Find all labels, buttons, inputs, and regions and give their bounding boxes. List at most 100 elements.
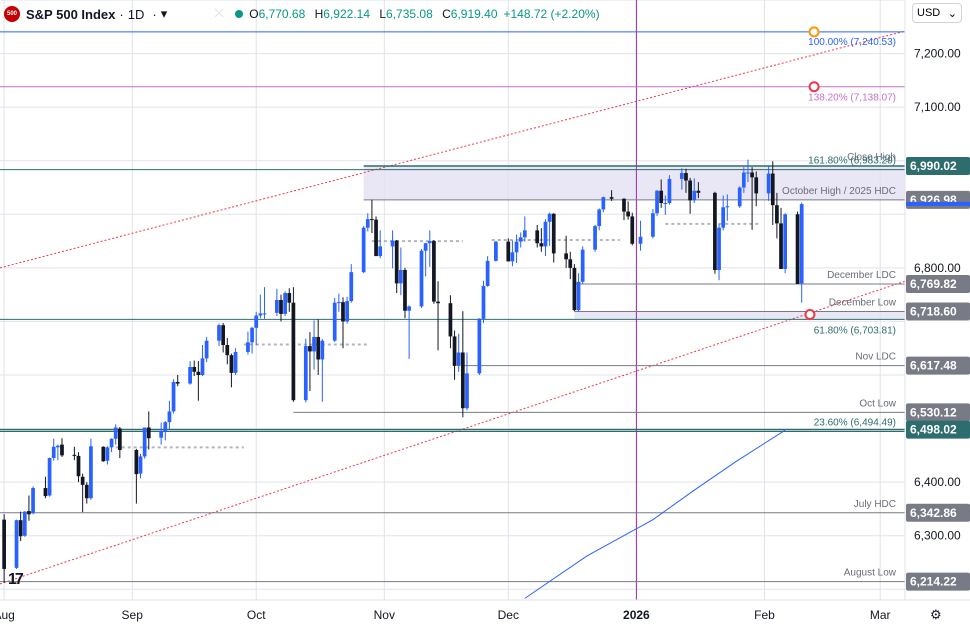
x-tick-label: Feb xyxy=(754,608,775,622)
level-label: August Low xyxy=(844,568,897,579)
candle-body xyxy=(47,458,52,496)
price-tag-label: 6,530.12 xyxy=(910,405,957,419)
candle-body xyxy=(291,302,296,401)
fib-label: 23.60% (6,494.49) xyxy=(814,418,896,429)
candle-body xyxy=(43,488,48,497)
symbol-name[interactable]: S&P 500 Index xyxy=(26,6,116,22)
y-tick-label: 6,400.00 xyxy=(914,475,961,489)
candle-body xyxy=(109,438,114,448)
price-tag-label: 6,718.60 xyxy=(910,304,957,318)
low-value: 6,735.08 xyxy=(386,7,433,21)
support-zone xyxy=(574,311,905,320)
x-tick-label: Dec xyxy=(498,608,519,622)
candle-body xyxy=(390,240,395,247)
level-label: July HDC xyxy=(854,499,896,510)
candle-body xyxy=(799,204,804,284)
interval-label[interactable]: 1D xyxy=(127,6,145,22)
candle-body xyxy=(303,346,308,401)
candle-body xyxy=(341,302,345,322)
fib-label: 61.80% (6,703.81) xyxy=(814,325,896,336)
candle-body xyxy=(626,211,630,217)
candle-body xyxy=(477,318,482,374)
candle-body xyxy=(436,301,440,304)
candle-body xyxy=(688,180,692,201)
candle-body xyxy=(18,520,23,537)
open-label: O xyxy=(249,7,259,21)
candle-body xyxy=(378,246,383,257)
candle-body xyxy=(159,431,164,438)
candle-body xyxy=(737,187,742,207)
candle-body xyxy=(84,484,89,499)
candle-body xyxy=(27,511,31,515)
candle-body xyxy=(312,336,316,352)
candle-body xyxy=(597,209,602,227)
level-label: Nov LDC xyxy=(855,352,896,363)
candle-body xyxy=(374,219,378,257)
price-tag xyxy=(906,420,970,439)
level-label: Close High xyxy=(847,152,896,163)
x-tick-label: Oct xyxy=(247,608,266,622)
candle-body xyxy=(320,340,325,360)
candle-body xyxy=(89,446,93,499)
price-tag xyxy=(906,403,970,422)
candle-body xyxy=(72,454,77,456)
candle-body xyxy=(283,293,287,314)
close-value: 6,919.40 xyxy=(450,7,498,21)
candle-body xyxy=(766,173,771,194)
candle-body xyxy=(775,205,779,224)
candle-body xyxy=(113,427,118,439)
candle-body xyxy=(750,172,754,178)
candle-body xyxy=(31,488,35,514)
candle-body xyxy=(684,173,688,181)
candle-body xyxy=(783,214,788,269)
last-price-marker xyxy=(906,201,970,206)
candle-body xyxy=(725,206,730,208)
candle-body xyxy=(407,306,411,311)
chevron-down-icon[interactable]: ▾ xyxy=(160,6,168,21)
candle-body xyxy=(163,422,168,432)
candle-body xyxy=(717,227,721,270)
candle-body xyxy=(221,325,226,345)
candle-body xyxy=(22,511,27,536)
change-value: +148.72 (+2.20%) xyxy=(503,7,600,21)
candle-body xyxy=(746,172,750,174)
moving-average-line xyxy=(524,429,786,599)
y-tick-label: 6,800.00 xyxy=(914,261,961,275)
x-tick-label: Aug xyxy=(0,608,15,622)
candle-body xyxy=(659,190,664,204)
candle-body xyxy=(403,270,407,311)
candle-body xyxy=(485,260,490,287)
candle-body xyxy=(55,445,60,448)
candle-body xyxy=(572,267,577,311)
candle-body xyxy=(361,227,366,273)
candle-body xyxy=(593,226,597,250)
x-tick-label: Mar xyxy=(870,608,891,622)
candle-body xyxy=(638,236,643,244)
currency-selector[interactable]: USD ⌄ xyxy=(912,3,962,23)
candle-body xyxy=(175,381,180,384)
candle-body xyxy=(394,240,399,284)
candle-body xyxy=(754,177,759,194)
candle-body xyxy=(80,476,85,485)
high-label: H xyxy=(314,7,324,21)
header-separator: · xyxy=(152,6,157,22)
candle-body xyxy=(481,286,486,319)
eye-icon[interactable] xyxy=(213,7,225,22)
header-separator: · xyxy=(119,6,124,22)
price-tag xyxy=(906,275,970,294)
candle-body xyxy=(262,313,267,315)
candle-body xyxy=(287,293,292,303)
fib-label: 161.80% (6,983.29) xyxy=(808,156,896,167)
candle-body xyxy=(539,243,544,247)
candle-body xyxy=(460,352,465,409)
candle-body xyxy=(568,259,573,268)
gear-icon[interactable]: ⚙ xyxy=(930,607,942,622)
candle-body xyxy=(233,351,238,373)
price-tag-label: 6,769.82 xyxy=(910,277,957,291)
fib-label: 100.00% (7,240.53) xyxy=(808,37,896,48)
candle-body xyxy=(345,301,349,322)
candle-body xyxy=(667,178,672,204)
price-tag-label: 6,990.02 xyxy=(910,159,957,173)
candle-body xyxy=(258,313,263,316)
